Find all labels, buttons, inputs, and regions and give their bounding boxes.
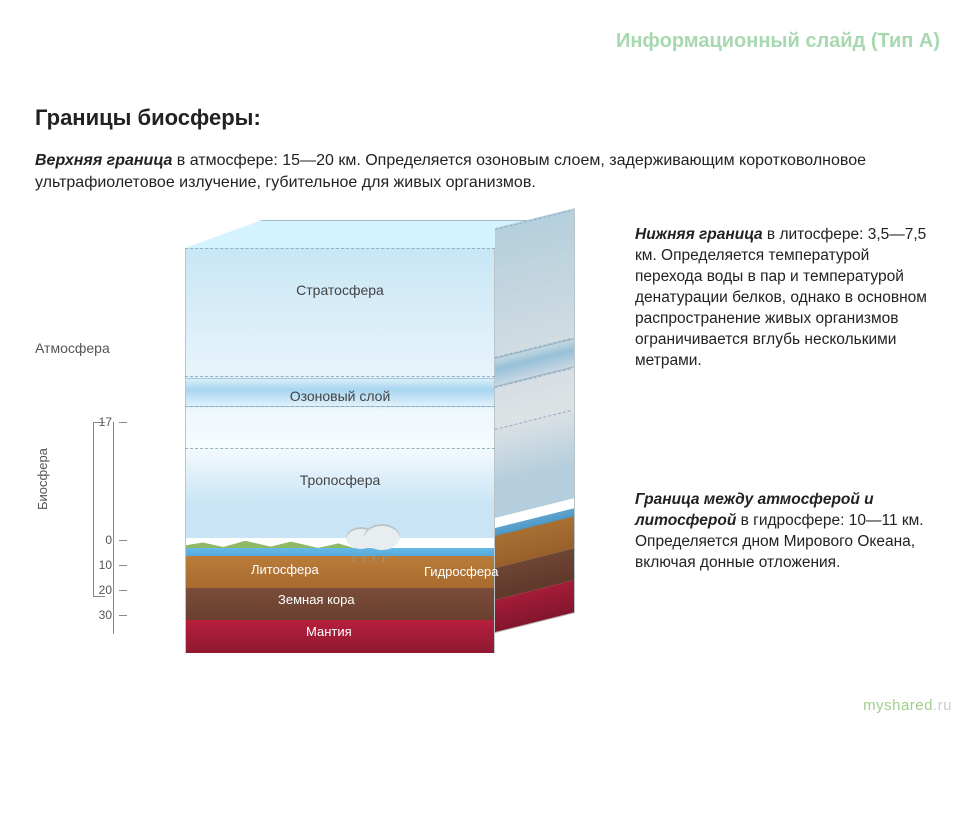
page-title: Границы биосферы: [35,105,261,131]
layer-stratosphere: Стратосфера [185,282,495,298]
slide-type-label: Информационный слайд (Тип А) [616,30,940,53]
watermark-suffix: .ru [933,697,952,714]
axis-biosphere-label: Биосфера [35,448,50,510]
intro-paragraph: Верхняя граница в атмосфере: 15—20 км. О… [35,150,915,193]
ozone-boundary-top [186,378,494,379]
dashed-plane [185,406,495,407]
dashed-plane [185,376,495,377]
axis-atmosphere-label: Атмосфера [35,340,110,356]
dashed-plane [185,248,495,249]
right-p1-rest: в литосфере: 3,5—7,5 км. Определяется те… [635,226,927,369]
cube-front-face: Литосфера Земная кора Гидросфера Мантия [185,248,495,653]
label-hydrosphere: Гидросфера [424,564,499,579]
layer-troposphere: Тропосфера [185,472,495,488]
intro-bold: Верхняя граница [35,152,172,169]
label-crust: Земная кора [278,592,355,607]
right-p1-bold: Нижняя граница [635,226,763,243]
right-paragraph-1: Нижняя граница в литосфере: 3,5—7,5 км. … [635,225,935,371]
dashed-plane [185,448,495,449]
watermark-main: myshared [863,697,933,714]
tick-17: 17 [99,415,112,429]
label-mantle: Мантия [306,624,352,639]
watermark: myshared.ru [863,697,952,714]
layer-ozone: Озоновый слой [185,388,495,404]
label-lithosphere: Литосфера [251,562,319,577]
cube-3d: Литосфера Земная кора Гидросфера Мантия … [165,220,595,690]
cloud-icon [346,524,400,548]
right-paragraph-2: Граница между атмосферой и литосферой в … [635,490,935,574]
